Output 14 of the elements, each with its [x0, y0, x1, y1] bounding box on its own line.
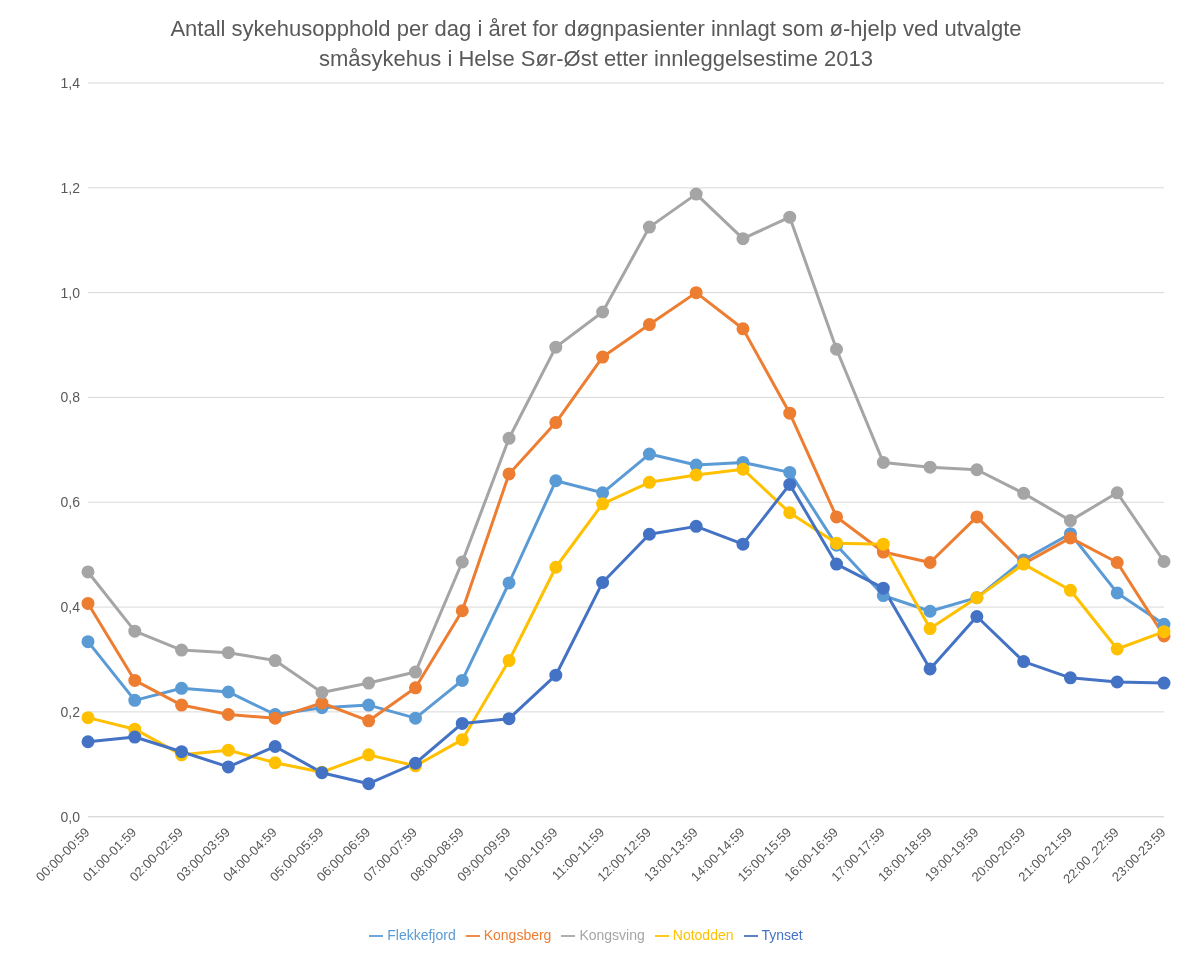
y-tick-label: 0,6 — [60, 494, 81, 511]
y-tick-label: 0,8 — [60, 389, 81, 406]
y-tick-label: 0,2 — [60, 704, 81, 721]
chart-title: Antall sykehusopphold per dag i året for døgnpasienter innlagt som ø-hjelp ved utvalgte småsykehus i Helse Sør-Øst etter innleggelsestime 2013 — [169, 15, 1023, 73]
y-tick-label: 1,4 — [60, 75, 81, 92]
legend-label: Notodden — [672, 927, 734, 944]
y-tick-label: 1,2 — [60, 180, 81, 197]
y-tick-label: 0,0 — [60, 809, 81, 826]
y-tick-label: 1,0 — [60, 284, 81, 301]
y-tick-label: 0,4 — [60, 599, 81, 616]
legend-label: Tynset — [761, 927, 803, 944]
legend-label: Flekkefjord — [387, 927, 456, 944]
legend-label: Kongsving — [579, 927, 645, 944]
legend-label: Kongsberg — [483, 927, 552, 944]
